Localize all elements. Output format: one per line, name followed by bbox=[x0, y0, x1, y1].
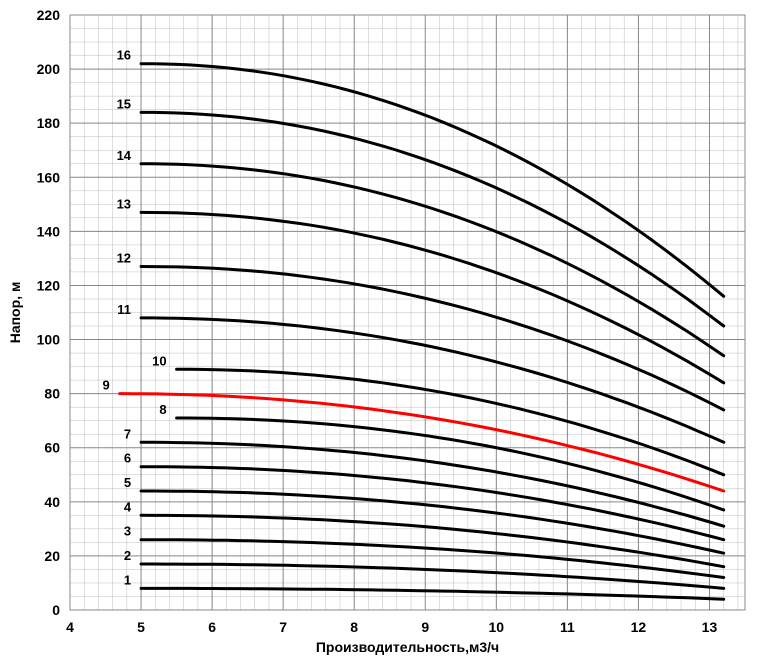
y-tick-label: 60 bbox=[44, 440, 60, 456]
x-axis-label: Производительность,м3/ч bbox=[316, 639, 499, 655]
y-tick-label: 200 bbox=[37, 61, 61, 77]
y-tick-label: 80 bbox=[44, 386, 60, 402]
y-tick-label: 20 bbox=[44, 548, 60, 564]
y-tick-label: 160 bbox=[37, 169, 61, 185]
y-tick-label: 100 bbox=[37, 332, 61, 348]
y-tick-label: 180 bbox=[37, 115, 61, 131]
y-axis-label: Напор, м bbox=[7, 282, 23, 344]
series-label-1: 1 bbox=[124, 572, 131, 587]
x-tick-label: 9 bbox=[421, 619, 429, 635]
x-tick-label: 4 bbox=[66, 619, 74, 635]
pump-curve-chart: 4567891011121302040608010012014016018020… bbox=[0, 0, 764, 660]
x-tick-label: 13 bbox=[702, 619, 718, 635]
y-tick-label: 0 bbox=[52, 602, 60, 618]
series-label-7: 7 bbox=[124, 426, 131, 441]
x-tick-label: 12 bbox=[631, 619, 647, 635]
y-tick-label: 220 bbox=[37, 7, 61, 23]
y-tick-label: 120 bbox=[37, 277, 61, 293]
x-tick-label: 7 bbox=[279, 619, 287, 635]
x-tick-label: 11 bbox=[560, 619, 575, 635]
series-label-13: 13 bbox=[117, 196, 131, 211]
series-label-15: 15 bbox=[117, 96, 131, 111]
series-label-11: 11 bbox=[117, 302, 131, 317]
series-label-14: 14 bbox=[117, 148, 132, 163]
series-label-10: 10 bbox=[152, 353, 166, 368]
series-label-12: 12 bbox=[117, 251, 131, 266]
x-tick-label: 6 bbox=[208, 619, 216, 635]
series-label-3: 3 bbox=[124, 524, 131, 539]
x-tick-label: 5 bbox=[137, 619, 145, 635]
series-label-5: 5 bbox=[124, 475, 131, 490]
y-tick-label: 140 bbox=[37, 223, 61, 239]
x-tick-label: 10 bbox=[489, 619, 505, 635]
chart-svg: 4567891011121302040608010012014016018020… bbox=[0, 0, 764, 660]
series-label-8: 8 bbox=[159, 402, 166, 417]
x-tick-label: 8 bbox=[350, 619, 358, 635]
series-label-2: 2 bbox=[124, 548, 131, 563]
series-label-6: 6 bbox=[124, 451, 131, 466]
series-label-9: 9 bbox=[103, 378, 110, 393]
y-tick-label: 40 bbox=[44, 494, 60, 510]
series-label-4: 4 bbox=[124, 499, 132, 514]
series-label-16: 16 bbox=[117, 48, 131, 63]
